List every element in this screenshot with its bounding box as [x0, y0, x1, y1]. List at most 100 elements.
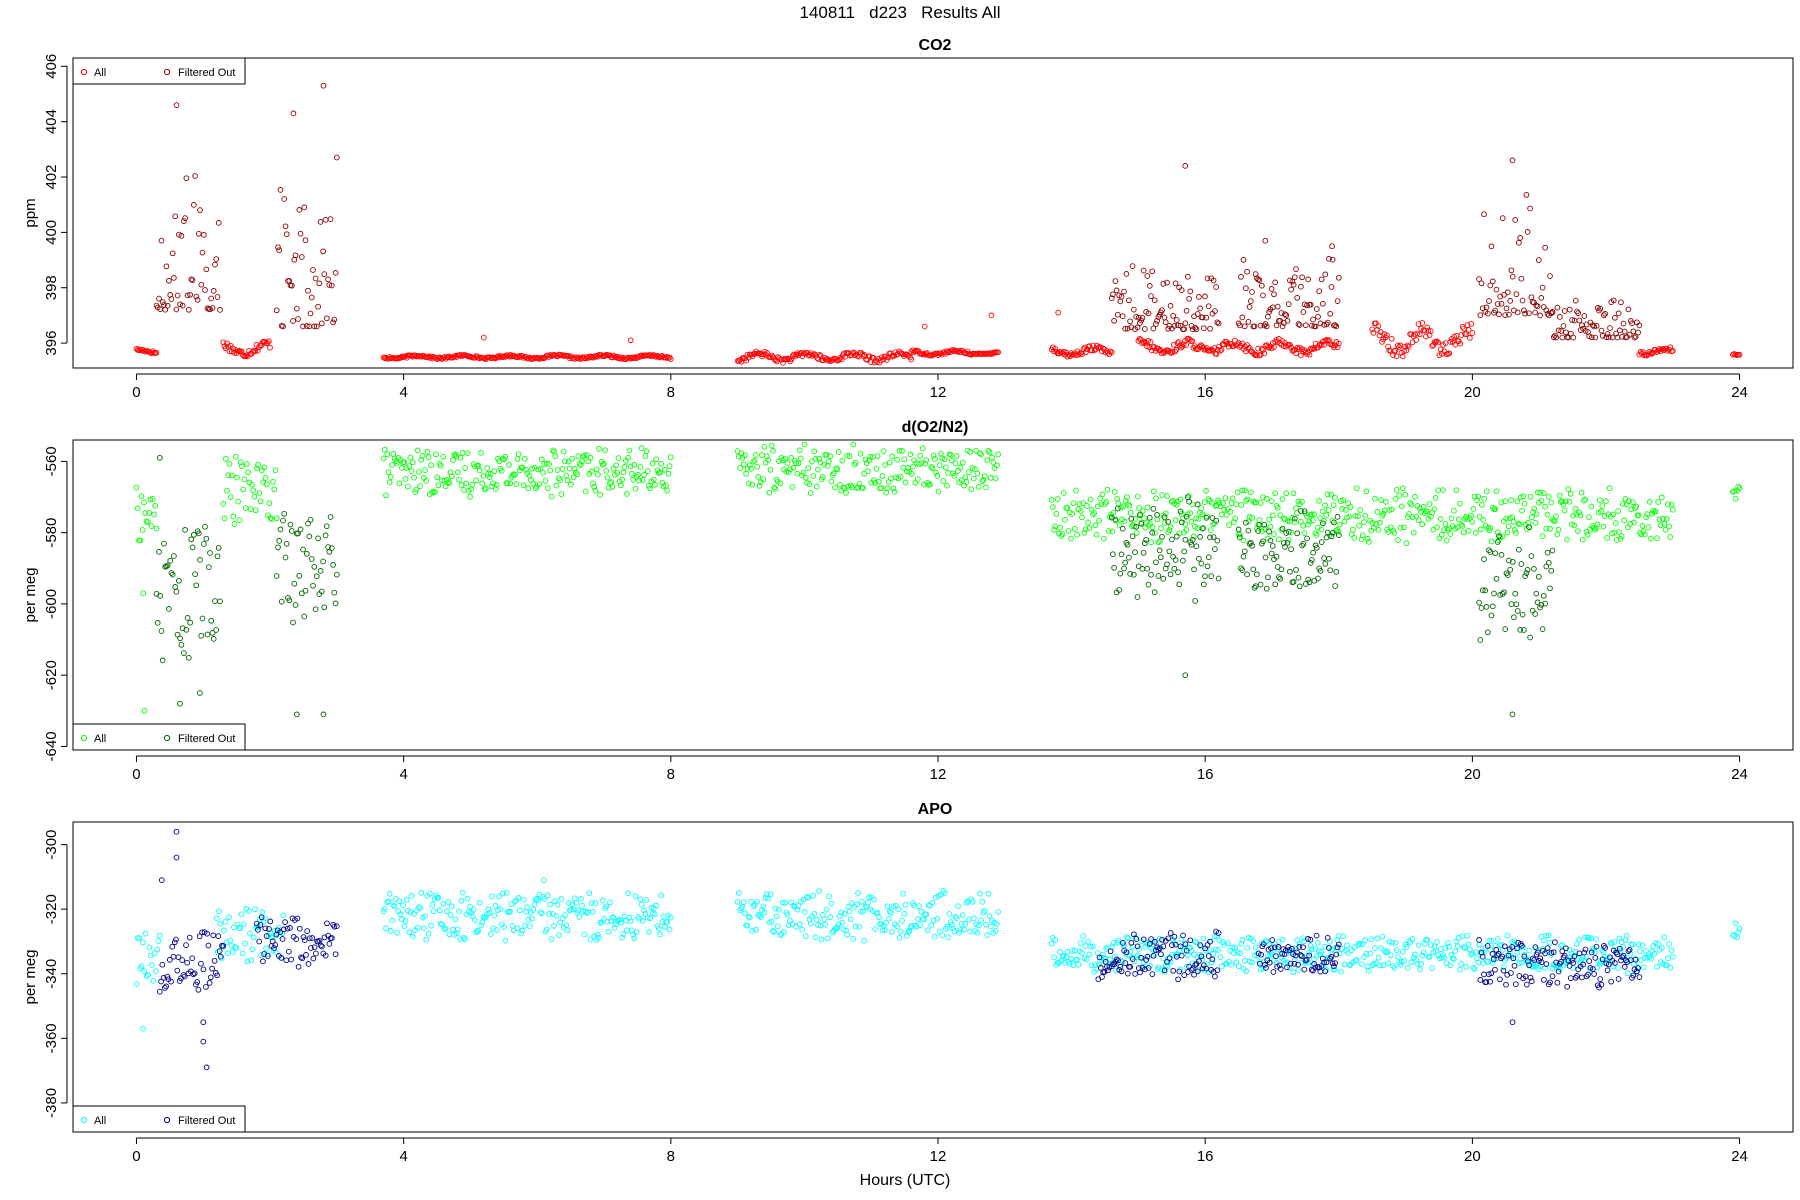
point-all — [894, 456, 900, 463]
point-all — [1387, 952, 1394, 958]
point-filtered — [198, 632, 205, 639]
point-all — [737, 465, 743, 471]
point-all — [989, 454, 995, 461]
point-all — [381, 906, 388, 912]
point-filtered — [1625, 306, 1632, 313]
point-filtered — [1110, 551, 1116, 558]
point-all — [774, 923, 781, 930]
point-filtered — [1479, 587, 1486, 594]
point-filtered — [1527, 974, 1534, 981]
point-filtered — [302, 237, 309, 244]
point-filtered — [299, 955, 306, 962]
point-filtered — [1200, 325, 1207, 332]
point-all — [1641, 531, 1648, 538]
point-filtered — [1266, 959, 1273, 966]
point-all — [1514, 498, 1521, 505]
point-filtered — [317, 568, 324, 574]
point-filtered — [1501, 943, 1508, 950]
y-tick-label: 396 — [43, 331, 60, 356]
point-all — [1639, 942, 1646, 949]
point-all — [1651, 951, 1658, 957]
point-all — [1494, 936, 1501, 942]
point-all — [854, 901, 860, 908]
point-filtered — [322, 952, 329, 959]
point-filtered — [158, 237, 165, 244]
point-all — [800, 350, 807, 356]
point-filtered — [156, 549, 162, 555]
y-tick-label: 402 — [43, 165, 60, 190]
point-all — [140, 590, 146, 597]
point-all — [837, 481, 843, 488]
point-all — [1451, 507, 1457, 514]
point-filtered — [275, 244, 281, 251]
point-filtered — [1123, 949, 1130, 956]
point-all — [1358, 961, 1365, 968]
point-all — [582, 355, 589, 362]
point-all — [988, 312, 995, 319]
point-filtered — [189, 955, 196, 962]
point-all — [1445, 940, 1451, 946]
point-filtered — [282, 223, 289, 230]
point-filtered — [284, 925, 291, 932]
point-filtered — [1570, 334, 1577, 341]
point-all — [1618, 533, 1625, 539]
point-all — [636, 477, 643, 484]
point-all — [250, 934, 257, 941]
point-all — [1635, 512, 1642, 519]
point-filtered — [1183, 947, 1190, 954]
point-all — [1329, 517, 1336, 524]
point-filtered — [1547, 273, 1553, 279]
point-all — [1120, 503, 1127, 510]
point-filtered — [215, 933, 222, 939]
point-filtered — [1333, 323, 1340, 330]
point-filtered — [1310, 316, 1316, 323]
point-filtered — [1512, 217, 1519, 223]
point-filtered — [1154, 512, 1160, 518]
point-all — [1242, 957, 1248, 964]
point-all — [1423, 333, 1429, 340]
point-all — [883, 357, 890, 363]
point-filtered — [195, 530, 202, 537]
point-all — [624, 491, 630, 497]
point-all — [1397, 524, 1404, 531]
point-filtered — [1479, 953, 1486, 960]
point-all — [540, 469, 546, 476]
point-all — [795, 460, 802, 467]
point-filtered — [283, 957, 290, 964]
point-all — [523, 908, 529, 915]
point-all — [601, 916, 607, 922]
point-all — [1654, 535, 1660, 542]
point-filtered — [1313, 932, 1320, 939]
point-all — [1260, 347, 1266, 353]
point-filtered — [196, 933, 203, 940]
point-filtered — [173, 102, 180, 108]
point-filtered — [163, 983, 169, 990]
point-all — [1429, 965, 1435, 971]
point-all — [1479, 501, 1485, 508]
point-filtered — [1172, 557, 1179, 563]
point-all — [1655, 940, 1662, 947]
point-all — [1222, 495, 1229, 501]
point-all — [1594, 521, 1601, 528]
point-filtered — [306, 533, 313, 540]
point-all — [1732, 495, 1739, 502]
point-all — [235, 498, 242, 505]
point-all — [221, 927, 227, 934]
point-filtered — [1161, 314, 1168, 321]
point-all — [816, 352, 823, 358]
point-all — [430, 488, 437, 495]
point-filtered — [1483, 604, 1490, 610]
point-filtered — [1282, 311, 1288, 318]
point-all — [1562, 498, 1569, 505]
point-all — [772, 905, 779, 912]
x-tick-label: 20 — [1464, 766, 1481, 783]
point-all — [794, 470, 801, 477]
point-filtered — [297, 230, 304, 237]
point-all — [756, 483, 763, 489]
point-all — [1457, 340, 1464, 347]
point-all — [1631, 519, 1637, 526]
point-filtered — [1117, 298, 1124, 305]
point-all — [872, 926, 879, 932]
point-filtered — [262, 925, 269, 932]
point-all — [966, 469, 972, 475]
